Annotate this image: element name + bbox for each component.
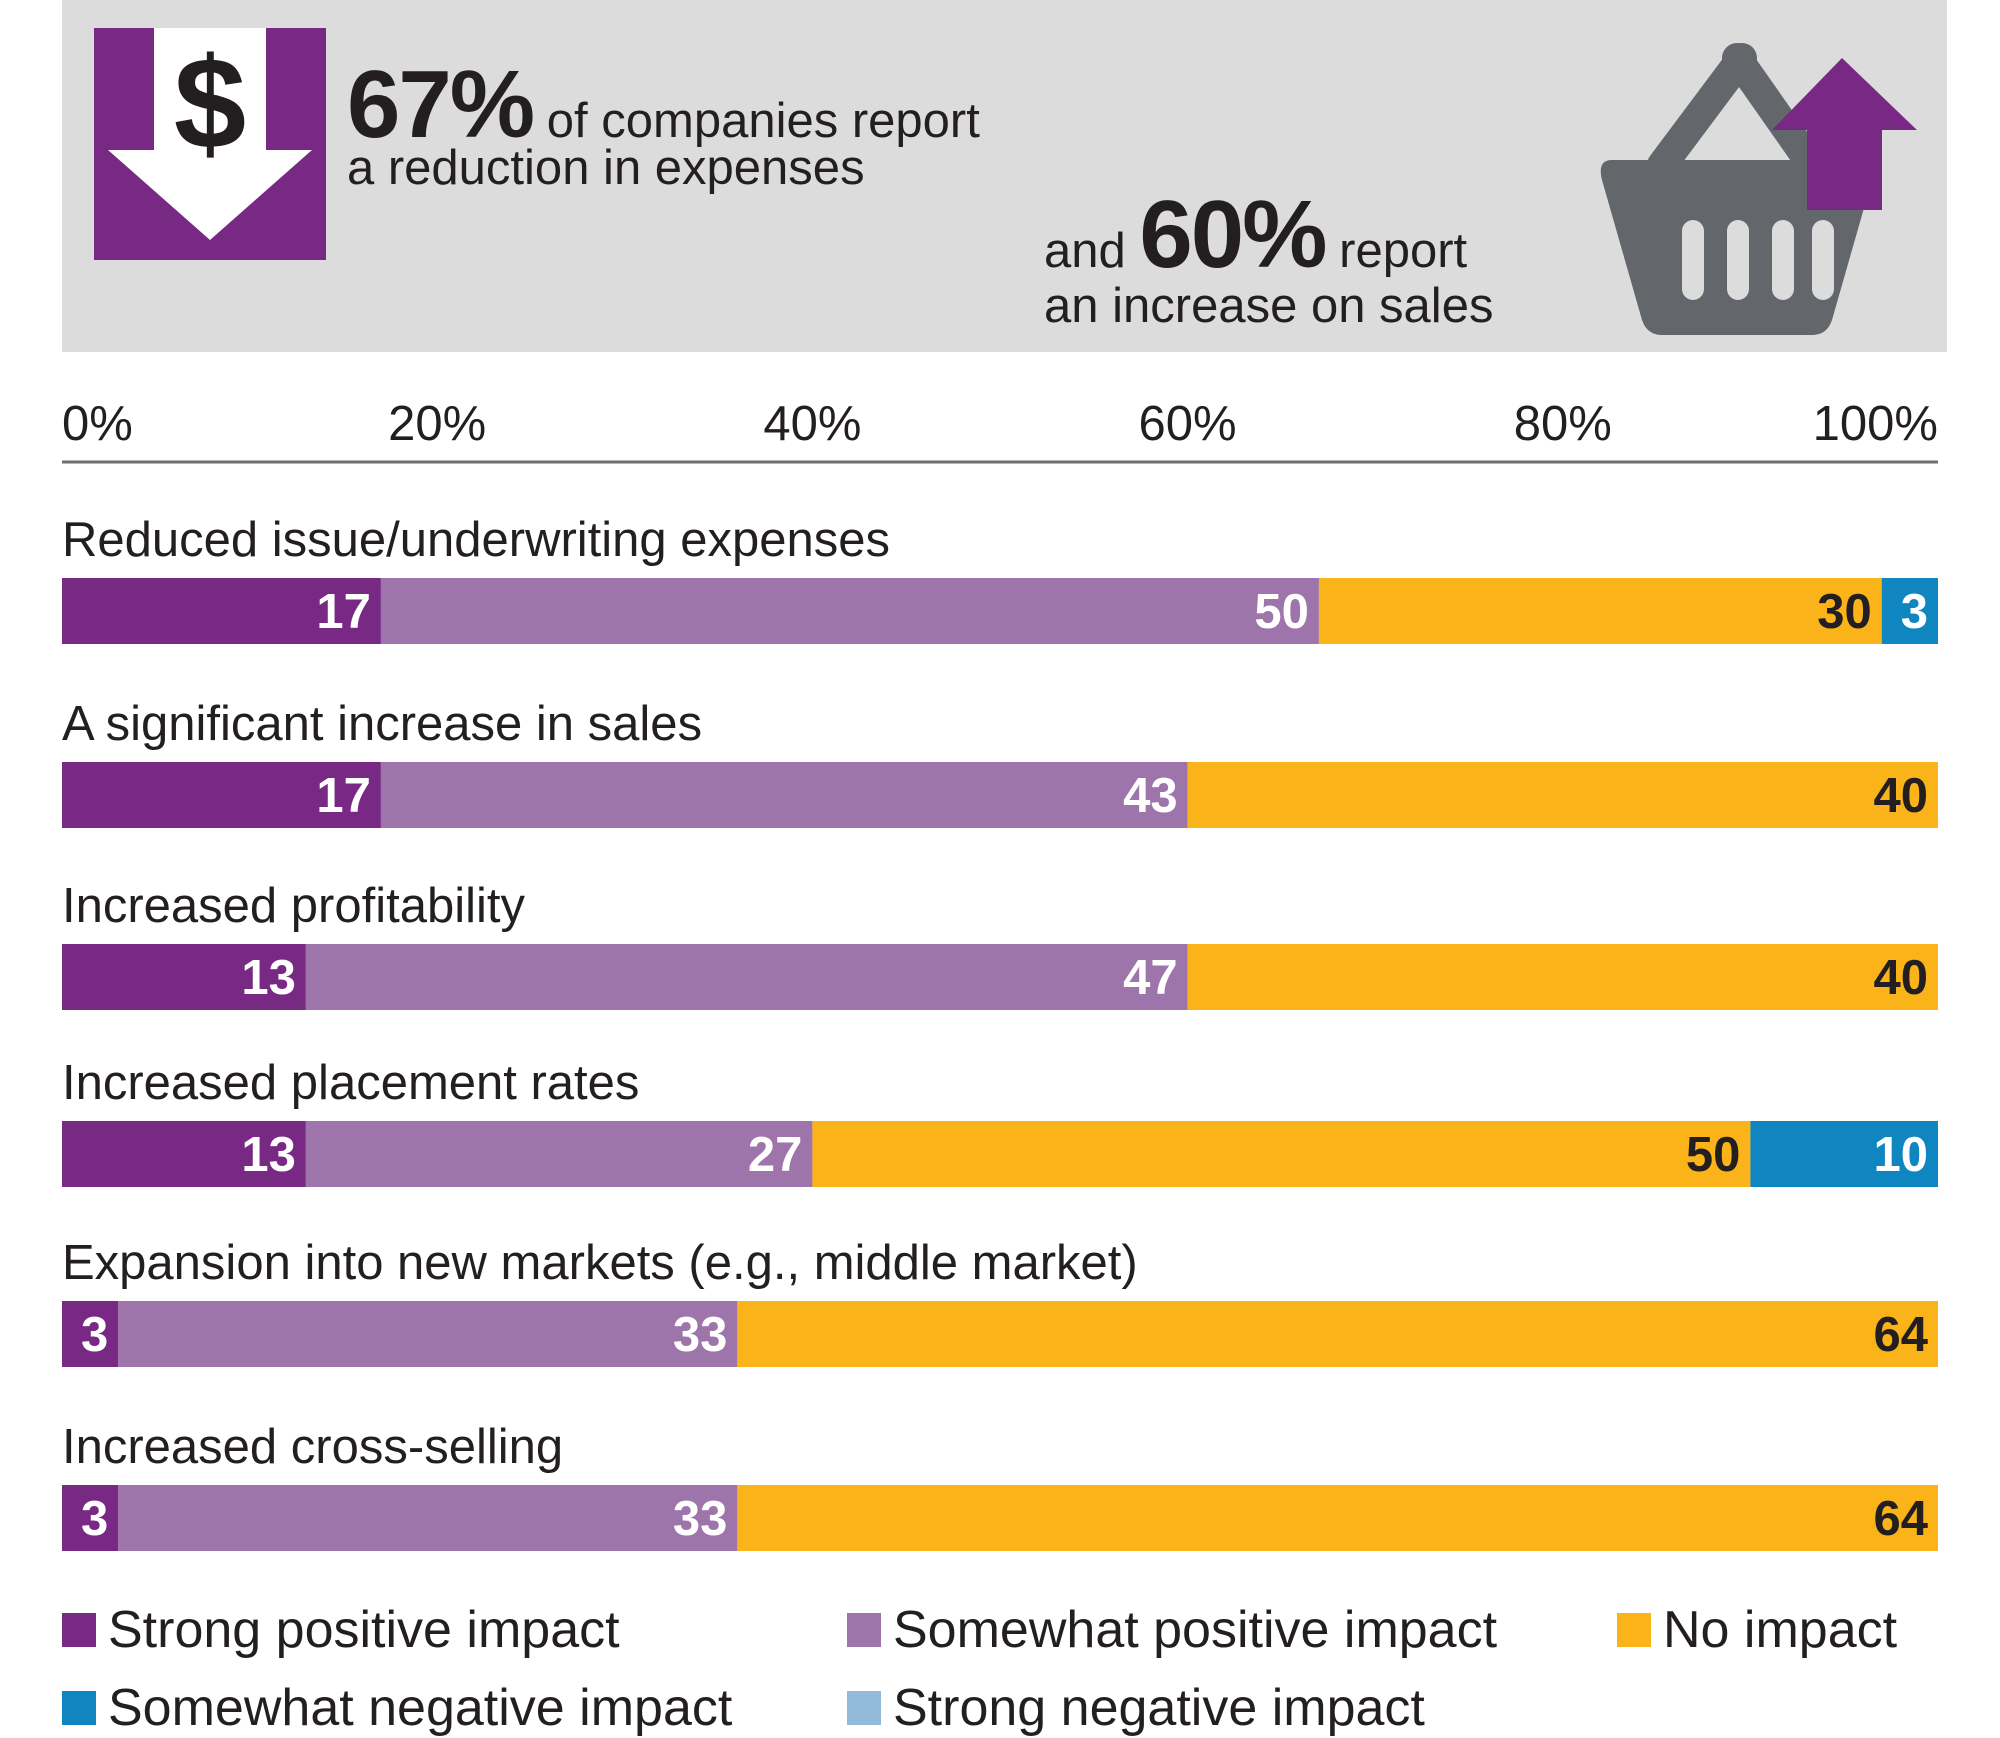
legend-label: No impact: [1663, 1601, 1898, 1659]
legend-swatch: [62, 1613, 96, 1647]
bar-segment: [380, 578, 1319, 644]
bar-segment: [305, 1121, 813, 1187]
data-label: 17: [316, 769, 371, 823]
category-label: A significant increase in sales: [62, 697, 702, 751]
category-label: Increased placement rates: [62, 1056, 639, 1110]
bar-segment: [62, 578, 381, 644]
stacked-bar-chart: 0% 20% 40% 60% 80% 100% Reduced issue/underwr…: [62, 397, 1938, 1551]
bar-segment: [305, 944, 1188, 1010]
data-label: 64: [1873, 1308, 1928, 1362]
x-tick-label: 20%: [388, 397, 486, 451]
bar-row: Reduced issue/underwriting expenses 17 50 3…: [62, 513, 1938, 644]
data-label: 64: [1873, 1492, 1928, 1546]
category-label: Expansion into new markets (e.g., middle…: [62, 1236, 1138, 1290]
x-tick-label: 40%: [763, 397, 861, 451]
bar-segment: [1881, 578, 1938, 644]
basket-up-arrow-icon: [1600, 43, 1917, 335]
data-label: 3: [1901, 585, 1928, 639]
bar-segment: [1318, 578, 1882, 644]
data-label: 33: [673, 1308, 728, 1362]
legend-swatch: [1617, 1613, 1651, 1647]
data-label: 13: [241, 1128, 296, 1182]
legend-item: Somewhat positive impact: [847, 1600, 1497, 1660]
legend-label: Strong positive impact: [108, 1601, 620, 1659]
x-tick-label: 60%: [1139, 397, 1237, 451]
legend-item: No impact: [1617, 1600, 1897, 1660]
bar-segment: [737, 1301, 1938, 1367]
bar-segment: [737, 1485, 1938, 1551]
legend-swatch: [847, 1613, 881, 1647]
data-label: 3: [81, 1492, 108, 1546]
legend-label: Somewhat positive impact: [893, 1601, 1498, 1659]
bar-row: Increased profitability 13 47 40: [62, 879, 1938, 1010]
legend-item: Strong positive impact: [62, 1600, 620, 1660]
bar-segment: [812, 1121, 1751, 1187]
data-label: 40: [1873, 951, 1928, 1005]
stat-expenses-text: of companies report: [546, 94, 980, 148]
stat-sales-number: 60%: [1139, 181, 1327, 288]
category-label: Reduced issue/underwriting expenses: [62, 513, 890, 567]
data-label: 40: [1873, 769, 1928, 823]
data-label: 30: [1817, 585, 1872, 639]
legend: Strong positive impact Somewhat positive …: [62, 1600, 1962, 1737]
bar-segment: [62, 1121, 306, 1187]
x-axis: 0% 20% 40% 60% 80% 100%: [62, 397, 1938, 464]
bar-segment: [1750, 1121, 1938, 1187]
stat-sales-line1: and 60% report: [1044, 180, 1467, 290]
data-label: 43: [1123, 769, 1178, 823]
bar-segment: [1187, 944, 1938, 1010]
legend-label: Somewhat negative impact: [108, 1679, 733, 1737]
x-tick-label: 80%: [1514, 397, 1612, 451]
legend-label: Strong negative impact: [893, 1679, 1425, 1737]
bar-row: A significant increase in sales 17 43 40: [62, 697, 1938, 828]
bar-segment: [380, 762, 1188, 828]
data-label: 17: [316, 585, 371, 639]
bar-rows: Reduced issue/underwriting expenses 17 50 3…: [62, 513, 1938, 1551]
bar-segment: [62, 1485, 119, 1551]
legend-item: Somewhat negative impact: [62, 1678, 732, 1738]
bar-segment: [118, 1485, 738, 1551]
data-label: 10: [1873, 1128, 1928, 1182]
stat-sales-prefix: and: [1044, 224, 1126, 278]
dollar-glyph: $: [174, 30, 246, 176]
bar-segment: [62, 944, 306, 1010]
bar-segment: [62, 762, 381, 828]
data-label: 27: [748, 1128, 803, 1182]
data-label: 3: [81, 1308, 108, 1362]
stat-expenses-line1: 67% of companies report: [347, 50, 980, 160]
legend-swatch: [62, 1691, 96, 1725]
legend-swatch: [847, 1691, 881, 1725]
legend-item: Strong negative impact: [847, 1678, 1425, 1738]
stat-expenses-number: 67%: [347, 51, 535, 158]
data-label: 50: [1686, 1128, 1741, 1182]
data-label: 50: [1254, 585, 1309, 639]
bar-segment: [118, 1301, 738, 1367]
x-tick-label: 0%: [62, 397, 133, 451]
category-label: Increased cross-selling: [62, 1420, 563, 1474]
bar-row: Expansion into new markets (e.g., middle…: [62, 1236, 1938, 1367]
x-tick-label: 100%: [1813, 397, 1938, 451]
data-label: 13: [241, 951, 296, 1005]
stat-sales-line2: an increase on sales: [1044, 279, 1494, 333]
dollar-down-arrow-icon: $: [94, 28, 326, 260]
bar-segment: [1187, 762, 1938, 828]
stat-expenses-line2: a reduction in expenses: [347, 141, 865, 195]
bar-segment: [62, 1301, 119, 1367]
stat-sales-text: report: [1339, 224, 1468, 278]
data-label: 47: [1123, 951, 1178, 1005]
data-label: 33: [673, 1492, 728, 1546]
bar-row: Increased placement rates 13 27 50 10: [62, 1056, 1938, 1187]
summary-banner: $ 67% of companies report a reduction in…: [62, 0, 1947, 352]
category-label: Increased profitability: [62, 879, 526, 933]
